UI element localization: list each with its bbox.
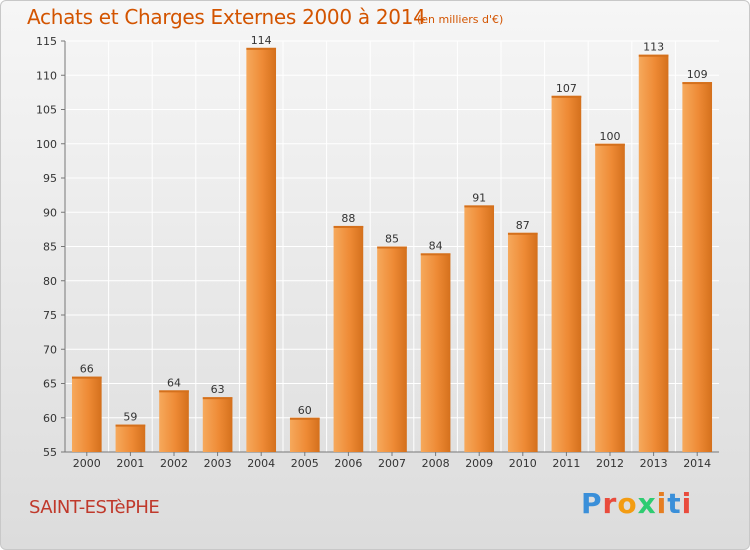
x-tick-label: 2004 <box>247 457 275 470</box>
logo-letter: i <box>681 487 693 520</box>
y-tick-label: 65 <box>43 378 57 391</box>
y-tick-label: 105 <box>36 104 57 117</box>
x-tick-label: 2012 <box>596 457 624 470</box>
bar <box>115 424 146 452</box>
x-tick-label: 2006 <box>334 457 362 470</box>
data-label: 87 <box>516 219 530 232</box>
data-label: 85 <box>385 233 399 246</box>
y-tick-label: 85 <box>43 241 57 254</box>
x-tick-label: 2005 <box>291 457 319 470</box>
x-tick-label: 2003 <box>204 457 232 470</box>
bar <box>202 397 233 452</box>
logo-letter: t <box>667 487 682 520</box>
bar-top-edge <box>464 205 495 208</box>
logo-letter: i <box>656 487 668 520</box>
x-tick-label: 2000 <box>73 457 101 470</box>
bar <box>333 225 364 452</box>
logo-letter: P <box>581 487 603 520</box>
y-tick-label: 115 <box>36 35 57 48</box>
bar-top-edge <box>202 397 233 400</box>
logo-letter: r <box>602 487 618 520</box>
data-label: 100 <box>600 130 621 143</box>
data-label: 91 <box>472 191 486 204</box>
chart-title: Achats et Charges Externes 2000 à 2014 <box>27 5 426 29</box>
bar-top-edge <box>333 225 364 228</box>
y-tick-label: 100 <box>36 138 57 151</box>
x-tick-label: 2009 <box>465 457 493 470</box>
x-tick-label: 2002 <box>160 457 188 470</box>
y-tick-label: 75 <box>43 309 57 322</box>
bar <box>682 82 713 452</box>
x-tick-label: 2011 <box>552 457 580 470</box>
bar <box>289 417 320 452</box>
bar-top-edge <box>638 54 669 57</box>
data-label: 64 <box>167 376 181 389</box>
x-tick-label: 2007 <box>378 457 406 470</box>
bar-top-edge <box>115 424 146 427</box>
x-tick-label: 2014 <box>683 457 711 470</box>
data-label: 84 <box>429 239 443 252</box>
bar-top-edge <box>246 47 277 50</box>
logo-letter: x <box>637 487 657 520</box>
bar <box>420 253 451 452</box>
x-tick-label: 2001 <box>116 457 144 470</box>
bar-top-edge <box>289 417 320 420</box>
x-tick-label: 2010 <box>509 457 537 470</box>
bar-top-edge <box>682 82 713 85</box>
data-label: 113 <box>643 41 664 54</box>
proxiti-logo: Proxiti <box>581 487 692 520</box>
data-label: 107 <box>556 82 577 95</box>
chart-subtitle: (en milliers d'€) <box>417 13 504 26</box>
bar-top-edge <box>420 253 451 256</box>
data-label: 59 <box>123 411 137 424</box>
bar-top-edge <box>551 95 582 98</box>
bar <box>377 246 407 452</box>
y-tick-labels: 55 60 65 70 75 80 85 90 95 100 105 110 115 <box>36 35 57 459</box>
bar <box>551 95 582 453</box>
bar <box>507 232 538 452</box>
x-tick-label: 2013 <box>640 457 668 470</box>
y-tick-label: 110 <box>36 69 57 82</box>
logo-letter: o <box>617 487 638 520</box>
bar-top-edge <box>71 376 102 379</box>
data-label: 114 <box>251 34 272 47</box>
bar <box>464 205 495 452</box>
data-label: 63 <box>211 383 225 396</box>
bar-top-edge <box>595 143 625 146</box>
y-tick-label: 55 <box>43 446 57 459</box>
y-tick-label: 60 <box>43 412 57 425</box>
bar-top-edge <box>159 390 189 393</box>
data-label: 60 <box>298 404 312 417</box>
x-tick-labels: 2000 2001 2002 2003 2004 2005 2006 2007 2008 2009… <box>73 457 711 470</box>
data-label: 66 <box>80 363 94 376</box>
bar <box>159 390 189 452</box>
bars <box>71 47 713 453</box>
y-tick-label: 70 <box>43 343 57 356</box>
y-tick-label: 90 <box>43 206 57 219</box>
y-tick-label: 80 <box>43 275 57 288</box>
bar <box>595 143 625 452</box>
y-tick-label: 95 <box>43 172 57 185</box>
commune-name: SAINT-ESTèPHE <box>29 497 160 518</box>
data-labels: 66 59 64 63 114 60 88 85 84 91 87 107 100 113 109 <box>80 34 708 424</box>
bar <box>638 54 669 452</box>
bar <box>71 376 102 452</box>
data-label: 88 <box>341 212 355 225</box>
x-tick-label: 2008 <box>422 457 450 470</box>
data-label: 109 <box>687 68 708 81</box>
bar-top-edge <box>377 246 407 249</box>
bar-top-edge <box>507 232 538 235</box>
bar <box>246 47 277 452</box>
